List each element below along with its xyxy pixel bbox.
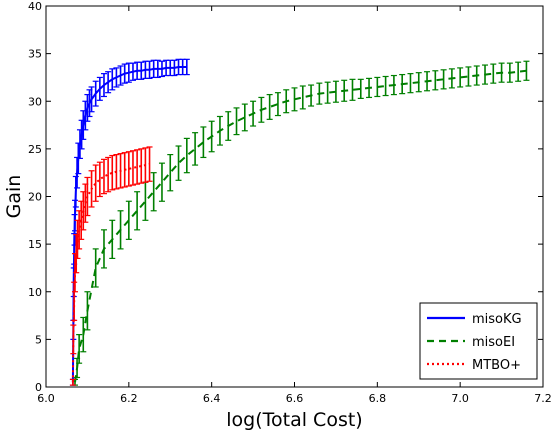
y-tick-label: 30 bbox=[28, 95, 42, 108]
legend: misoKG misoEI MTBO+ bbox=[419, 302, 538, 380]
y-tick-label: 25 bbox=[28, 143, 42, 156]
x-tick-label: 6.0 bbox=[37, 392, 55, 405]
legend-label-misoEI: misoEI bbox=[472, 335, 515, 350]
x-tick-label: 6.6 bbox=[286, 392, 304, 405]
y-tick-label: 10 bbox=[28, 286, 42, 299]
y-tick-label: 15 bbox=[28, 238, 42, 251]
x-tick-label: 7.0 bbox=[451, 392, 469, 405]
plot-area bbox=[45, 5, 544, 388]
x-tick-label: 6.8 bbox=[369, 392, 387, 405]
x-tick-label: 7.2 bbox=[534, 392, 552, 405]
ticks-layer: 6.0 6.2 6.4 6.6 6.8 7.0 7.2 0 5 10 15 20 25 30 35 40 bbox=[28, 0, 552, 405]
y-axis-label: Gain bbox=[3, 175, 25, 219]
y-tick-label: 35 bbox=[28, 48, 42, 61]
y-tick-label: 20 bbox=[28, 191, 42, 204]
y-tick-label: 40 bbox=[28, 0, 42, 13]
series-misoKG bbox=[69, 58, 190, 386]
x-axis-label: log(Total Cost) bbox=[226, 409, 362, 431]
series-line bbox=[71, 163, 150, 383]
x-tick-label: 6.4 bbox=[203, 392, 221, 405]
legend-label-misoKG: misoKG bbox=[472, 312, 522, 327]
series-line bbox=[71, 66, 187, 383]
x-tick-label: 6.2 bbox=[120, 392, 138, 405]
series-MTBO+ bbox=[69, 146, 153, 386]
series-misoEI bbox=[71, 60, 530, 386]
legend-label-MTBO+: MTBO+ bbox=[472, 358, 521, 373]
y-tick-label: 5 bbox=[35, 333, 42, 346]
y-tick-label: 0 bbox=[35, 381, 42, 394]
series-line bbox=[74, 69, 527, 383]
series-layer bbox=[69, 58, 530, 386]
